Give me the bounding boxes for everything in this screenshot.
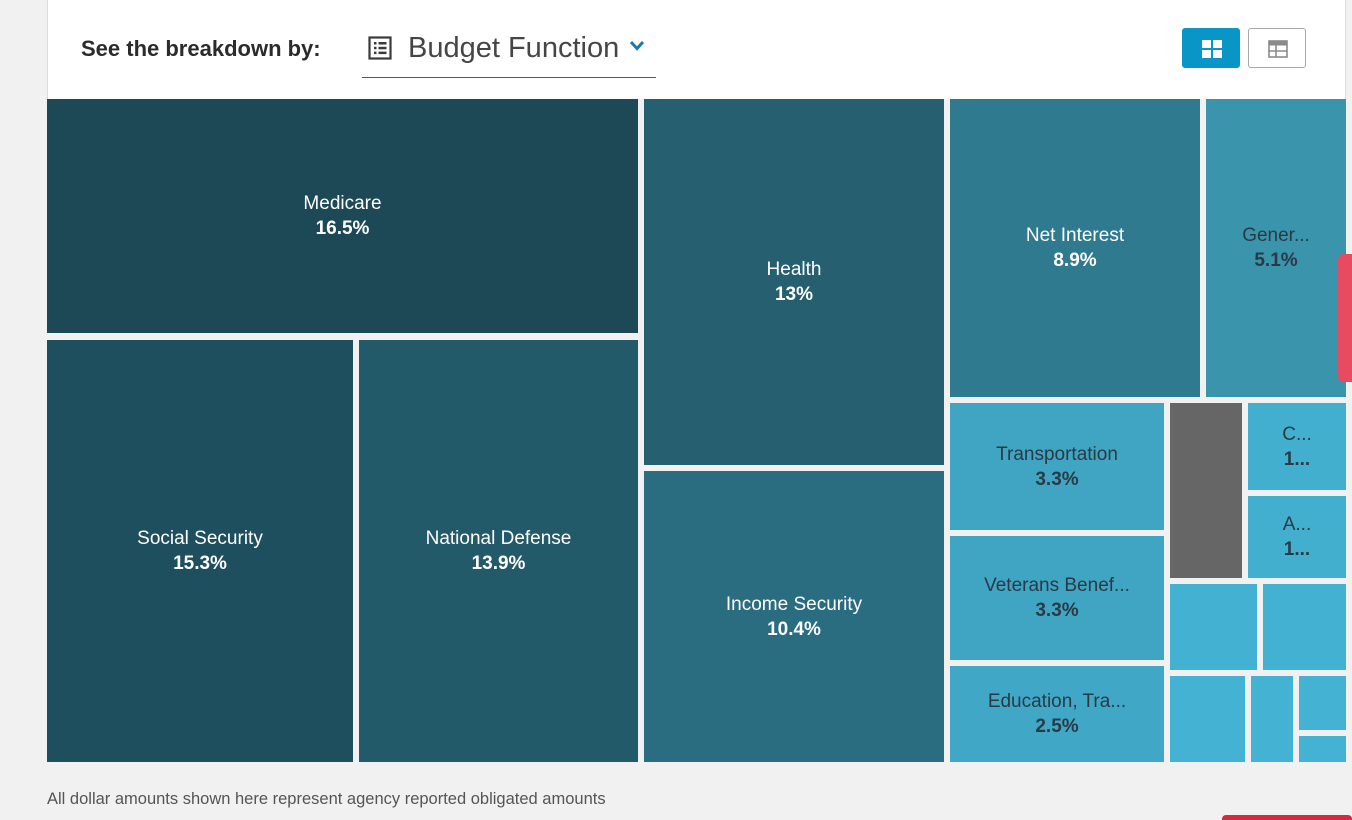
treemap-tile[interactable]: Veterans Benef... 3.3% (950, 536, 1164, 660)
treemap-tile[interactable] (1251, 676, 1293, 762)
tile-value: 13.9% (471, 553, 526, 574)
tile-label: Health (766, 259, 822, 280)
tile-value: 15.3% (173, 553, 227, 574)
breakdown-header: See the breakdown by: Budget Function (47, 0, 1346, 99)
tile-label: Income Security (725, 593, 863, 615)
breakdown-picker-value: Budget Function (408, 32, 620, 64)
tile-label: A... (1282, 514, 1312, 535)
treemap-tile[interactable] (1170, 584, 1257, 670)
treemap-tile[interactable]: Gener... 5.1% (1206, 99, 1346, 397)
tile-label: Net Interest (1025, 225, 1125, 246)
feedback-tab[interactable] (1338, 254, 1352, 382)
treemap-tile[interactable]: A... 1... (1248, 496, 1346, 578)
treemap-tile[interactable]: Social Security 15.3% (47, 340, 353, 762)
tile-value: 1... (1283, 539, 1311, 560)
treemap-tile[interactable]: Medicare 16.5% (47, 99, 638, 333)
table-icon (1268, 40, 1288, 58)
treemap-tile[interactable]: Income Security 10.4% (644, 471, 944, 762)
treemap-tile[interactable] (1299, 736, 1346, 762)
tile-value: 10.4% (767, 618, 821, 640)
treemap-tile[interactable] (1299, 676, 1346, 730)
treemap-tile[interactable]: Net Interest 8.9% (950, 99, 1200, 397)
tile-value: 16.5% (315, 218, 370, 239)
treemap-tile[interactable]: Health 13% (644, 99, 944, 465)
treemap-view-button[interactable] (1182, 28, 1240, 68)
list-icon (368, 36, 392, 60)
treemap-tile[interactable]: Education, Tra... 2.5% (950, 666, 1164, 762)
tile-value: 2.5% (1035, 716, 1079, 737)
tile-label: Transportation (996, 443, 1118, 465)
tile-label: Medicare (303, 193, 382, 214)
treemap-tile[interactable]: National Defense 13.9% (359, 340, 638, 762)
tile-label: Education, Tra... (987, 691, 1127, 712)
treemap-tile[interactable] (1263, 584, 1346, 670)
treemap-tile[interactable]: C... 1... (1248, 403, 1346, 490)
tile-label: Social Security (137, 528, 263, 549)
grid-icon (1202, 40, 1222, 58)
breakdown-picker[interactable]: Budget Function (362, 26, 656, 78)
chevron-down-icon (629, 40, 645, 51)
breakdown-label: See the breakdown by: (81, 36, 321, 61)
tile-value: 8.9% (1053, 250, 1097, 271)
treemap-tile[interactable] (1170, 403, 1242, 578)
table-view-button[interactable] (1248, 28, 1306, 68)
tile-value: 3.3% (1035, 600, 1079, 621)
tile-label: C... (1282, 423, 1312, 445)
tile-label: National Defense (425, 528, 572, 549)
bottom-tab[interactable] (1222, 815, 1352, 820)
tile-value: 3.3% (1035, 468, 1079, 490)
tile-label: Veterans Benef... (984, 575, 1130, 596)
tile-value: 1... (1283, 448, 1311, 470)
tile-value: 5.1% (1254, 250, 1298, 271)
treemap-chart: Medicare 16.5% Social Security 15.3% Nationa… (47, 99, 1346, 762)
footnote: All dollar amounts shown here represent … (47, 790, 606, 808)
tile-label: Gener... (1242, 225, 1310, 246)
treemap-tile[interactable]: Transportation 3.3% (950, 403, 1164, 530)
tile-value: 13% (774, 284, 814, 305)
treemap-tile[interactable] (1170, 676, 1245, 762)
